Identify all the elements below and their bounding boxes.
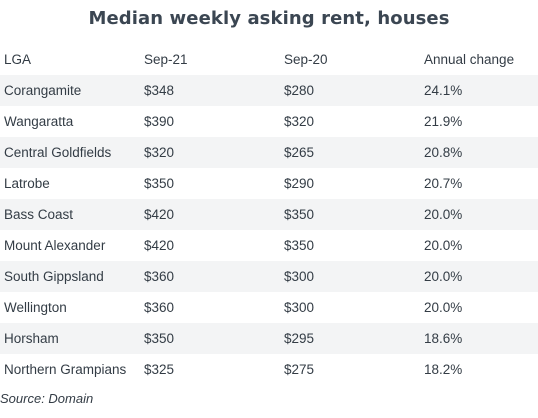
- annual-change-cell: 20.0%: [424, 300, 463, 315]
- sep-21-cell: $390: [144, 114, 175, 129]
- lga-cell: Wellington: [4, 300, 67, 315]
- lga-cell: Wangaratta: [4, 114, 74, 129]
- sep-21-cell: $420: [144, 207, 175, 222]
- lga-cell: Central Goldfields: [4, 145, 112, 160]
- sep-20-cell: $265: [284, 145, 315, 160]
- sep-21-cell: $348: [144, 83, 175, 98]
- sep-20-cell: $350: [284, 207, 315, 222]
- sep-21-cell: $420: [144, 238, 175, 253]
- annual-change-cell: 24.1%: [424, 83, 463, 98]
- sep-20-cell: $275: [284, 362, 315, 377]
- sep-21-cell: $350: [144, 176, 175, 191]
- sep-20-cell: $320: [284, 114, 315, 129]
- table-row: Bass Coast $420 $350 20.0%: [0, 199, 538, 230]
- sep-20-cell: $300: [284, 300, 315, 315]
- sep-21-cell: $350: [144, 331, 175, 346]
- annual-change-cell: 20.7%: [424, 176, 463, 191]
- lga-cell: Latrobe: [4, 176, 50, 191]
- table-row: Mount Alexander $420 $350 20.0%: [0, 230, 538, 261]
- table-row: Central Goldfields $320 $265 20.8%: [0, 137, 538, 168]
- annual-change-cell: 18.6%: [424, 331, 463, 346]
- column-header-lga: LGA: [4, 52, 32, 67]
- lga-cell: South Gippsland: [4, 269, 104, 284]
- chart-title: Median weekly asking rent, houses: [88, 8, 450, 29]
- annual-change-cell: 20.0%: [424, 238, 463, 253]
- lga-cell: Horsham: [4, 331, 59, 346]
- lga-cell: Mount Alexander: [4, 238, 106, 253]
- column-header-sep-20: Sep-20: [284, 52, 328, 67]
- annual-change-cell: 21.9%: [424, 114, 463, 129]
- annual-change-cell: 20.8%: [424, 145, 463, 160]
- table-row: Corangamite $348 $280 24.1%: [0, 75, 538, 106]
- sep-21-cell: $325: [144, 362, 175, 377]
- sep-21-cell: $360: [144, 269, 175, 284]
- table-row: Wellington $360 $300 20.0%: [0, 292, 538, 323]
- sep-21-cell: $320: [144, 145, 175, 160]
- sep-20-cell: $300: [284, 269, 315, 284]
- column-header-annual-change: Annual change: [424, 52, 515, 67]
- lga-cell: Corangamite: [4, 83, 82, 98]
- table-body: Corangamite $348 $280 24.1% Wangaratta $390 $3…: [0, 75, 538, 385]
- sep-20-cell: $350: [284, 238, 315, 253]
- source-note: Source: Domain: [0, 391, 94, 406]
- annual-change-cell: 20.0%: [424, 207, 463, 222]
- column-header-sep-21: Sep-21: [144, 52, 188, 67]
- lga-cell: Northern Grampians: [4, 362, 127, 377]
- lga-cell: Bass Coast: [4, 207, 74, 222]
- sep-21-cell: $360: [144, 300, 175, 315]
- sep-20-cell: $280: [284, 83, 315, 98]
- table-row: Latrobe $350 $290 20.7%: [0, 168, 538, 199]
- rent-table: LGA Sep-21 Sep-20 Annual change Corangam…: [0, 44, 538, 385]
- annual-change-cell: 18.2%: [424, 362, 463, 377]
- sep-20-cell: $295: [284, 331, 315, 346]
- sep-20-cell: $290: [284, 176, 315, 191]
- table-row: Horsham $350 $295 18.6%: [0, 323, 538, 354]
- table-header-row: LGA Sep-21 Sep-20 Annual change: [0, 44, 538, 75]
- table-row: Northern Grampians $325 $275 18.2%: [0, 354, 538, 385]
- table-row: South Gippsland $360 $300 20.0%: [0, 261, 538, 292]
- annual-change-cell: 20.0%: [424, 269, 463, 284]
- table-row: Wangaratta $390 $320 21.9%: [0, 106, 538, 137]
